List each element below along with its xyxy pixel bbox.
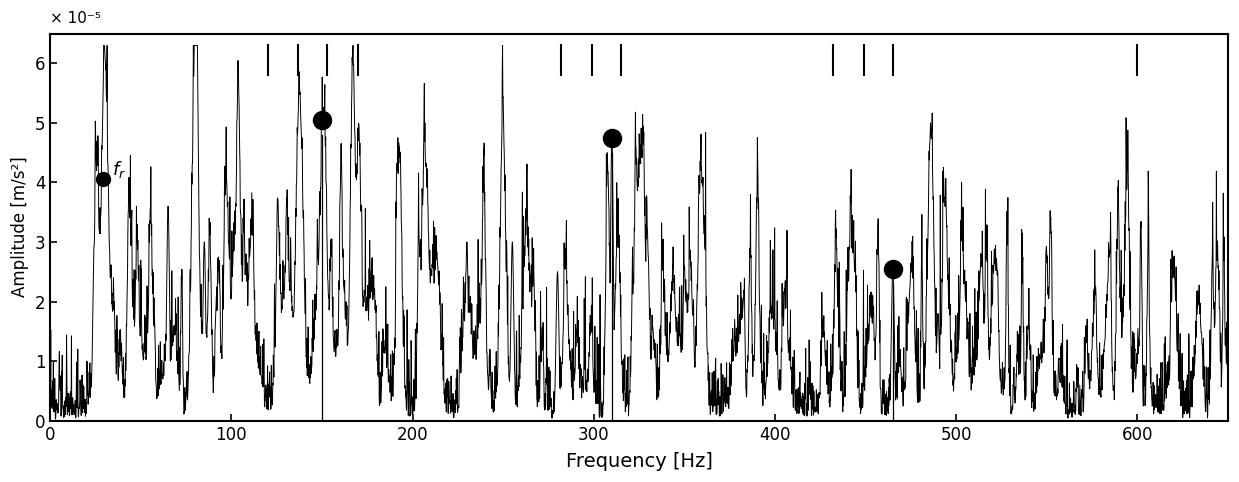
Text: $f_r$: $f_r$ [112,159,126,180]
Text: × 10⁻⁵: × 10⁻⁵ [50,11,102,26]
Y-axis label: Amplitude [m/s²]: Amplitude [m/s²] [11,157,28,297]
X-axis label: Frequency [Hz]: Frequency [Hz] [565,452,712,471]
